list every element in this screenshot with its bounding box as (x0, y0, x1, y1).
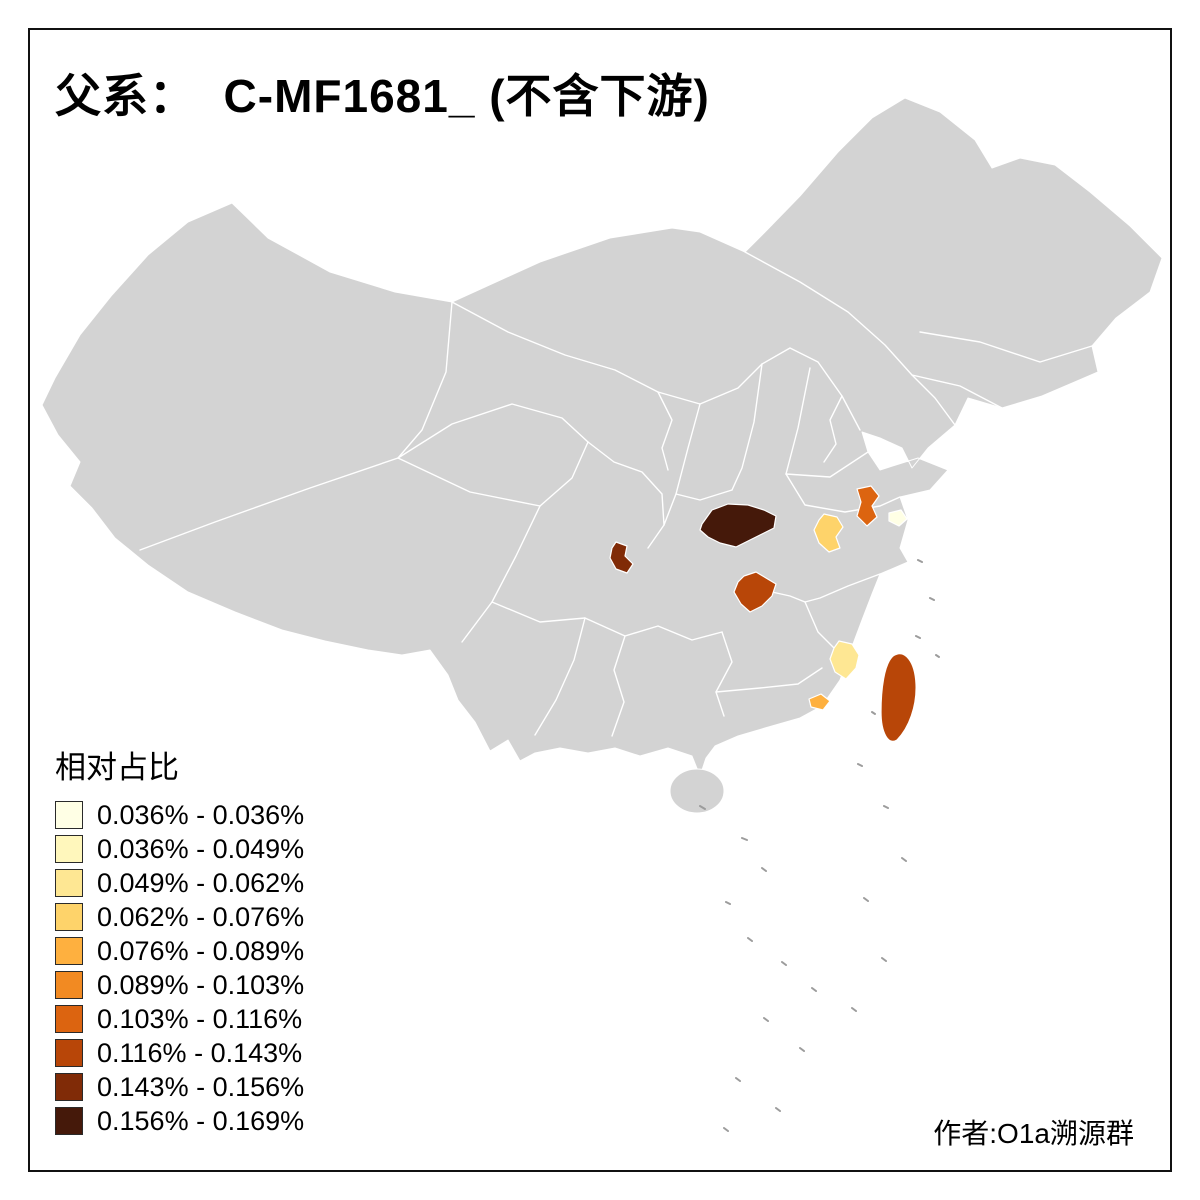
province-fujian (829, 640, 860, 680)
plot-frame (28, 28, 1172, 1172)
legend-swatch (55, 903, 83, 931)
legend-swatch (55, 1073, 83, 1101)
legend-swatch (55, 1107, 83, 1135)
province-anhui (813, 513, 844, 553)
legend-label: 0.103% - 0.116% (97, 1003, 303, 1034)
legend-swatch (55, 937, 83, 965)
legend-title: 相对占比 (55, 750, 179, 785)
author-credit: 作者:O1a溯源群 (933, 1118, 1134, 1149)
province-borders (139, 251, 1093, 737)
province-hunan (733, 571, 777, 613)
legend-label: 0.116% - 0.143% (97, 1037, 303, 1068)
province-guangdong-patch (808, 693, 831, 711)
legend-item: 0.062% - 0.076% (55, 901, 305, 932)
legend-label: 0.076% - 0.089% (97, 935, 305, 966)
province-shanghai (888, 509, 908, 527)
legend-label: 0.036% - 0.036% (97, 799, 305, 830)
legend-label: 0.089% - 0.103% (97, 969, 305, 1000)
province-chongqing (609, 541, 634, 574)
legend-label: 0.049% - 0.062% (97, 867, 305, 898)
legend-swatch (55, 971, 83, 999)
legend-swatch (55, 1005, 83, 1033)
legend-swatch (55, 1039, 83, 1067)
legend-label: 0.062% - 0.076% (97, 901, 305, 932)
legend-swatch (55, 869, 83, 897)
highlighted-provinces (609, 485, 917, 742)
china-outline (41, 97, 1163, 777)
page-title: 父系： C-MF1681_ (不含下游) (55, 70, 710, 122)
legend-swatch (55, 801, 83, 829)
legend-label: 0.143% - 0.156% (97, 1071, 305, 1102)
legend-swatch (55, 835, 83, 863)
legend-item: 0.049% - 0.062% (55, 867, 305, 898)
legend: 相对占比 0.036% - 0.036% 0.036% - 0.049% 0.0… (55, 742, 304, 1141)
legend-item: 0.143% - 0.156% (55, 1071, 305, 1102)
legend-item: 0.036% - 0.036% (55, 799, 305, 830)
map-landmass (41, 97, 1163, 814)
province-taiwan (880, 653, 917, 742)
legend-item: 0.103% - 0.116% (55, 1003, 304, 1034)
sea-islets (699, 559, 940, 1132)
province-hubei (699, 503, 777, 548)
legend-item: 0.036% - 0.049% (55, 833, 305, 864)
legend-label: 0.156% - 0.169% (97, 1105, 305, 1136)
province-jiangsu (856, 485, 880, 527)
legend-item: 0.116% - 0.143% (55, 1037, 304, 1068)
hainan-island (669, 768, 725, 814)
legend-item: 0.089% - 0.103% (55, 969, 305, 1000)
legend-item: 0.156% - 0.169% (55, 1105, 305, 1136)
legend-label: 0.036% - 0.049% (97, 833, 305, 864)
legend-item: 0.076% - 0.089% (55, 935, 305, 966)
